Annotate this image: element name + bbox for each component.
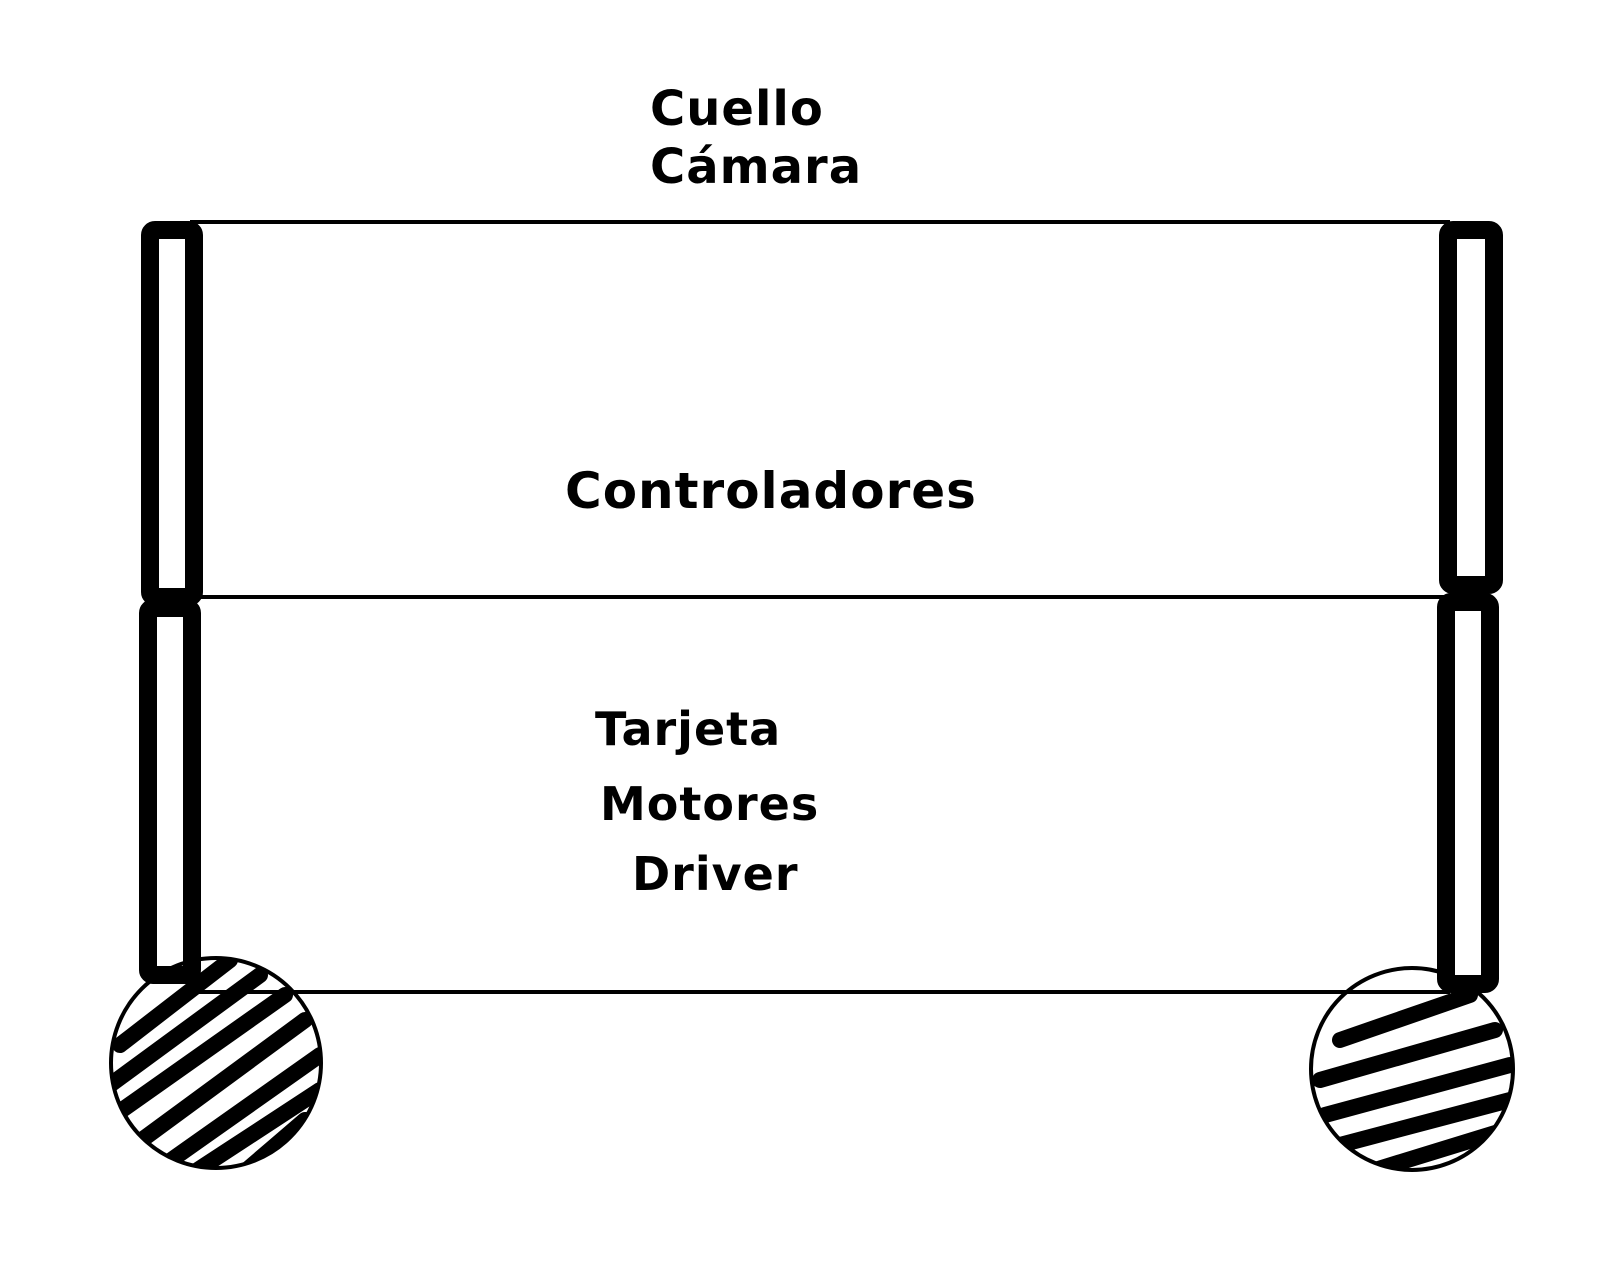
right-posts: [1437, 221, 1503, 993]
right-wheel-outline: [1309, 966, 1515, 1172]
right-wheel: [1309, 966, 1515, 1172]
left-lower-post: [139, 599, 201, 984]
camera-label: Cámara: [650, 139, 862, 195]
neck-camera-label: Cuello Cámara: [650, 81, 862, 195]
controllers-label: Controladores: [565, 462, 977, 520]
board-label: Tarjeta: [595, 702, 781, 756]
right-lower-post: [1437, 593, 1499, 993]
upper-compartment: Controladores: [190, 220, 1450, 599]
right-upper-post: [1439, 221, 1503, 594]
left-wheel-outline: [109, 956, 323, 1170]
driver-label: Driver: [632, 847, 799, 901]
neck-label: Cuello: [650, 81, 824, 137]
left-wheel: [109, 956, 323, 1170]
motors-label: Motores: [600, 777, 819, 831]
lower-compartment: Tarjeta Motores Driver: [190, 702, 1450, 994]
left-upper-post: [141, 221, 203, 606]
left-posts: [139, 221, 203, 984]
left-wheel-hatching: [111, 958, 321, 1168]
right-wheel-hatching: [1312, 987, 1513, 1170]
